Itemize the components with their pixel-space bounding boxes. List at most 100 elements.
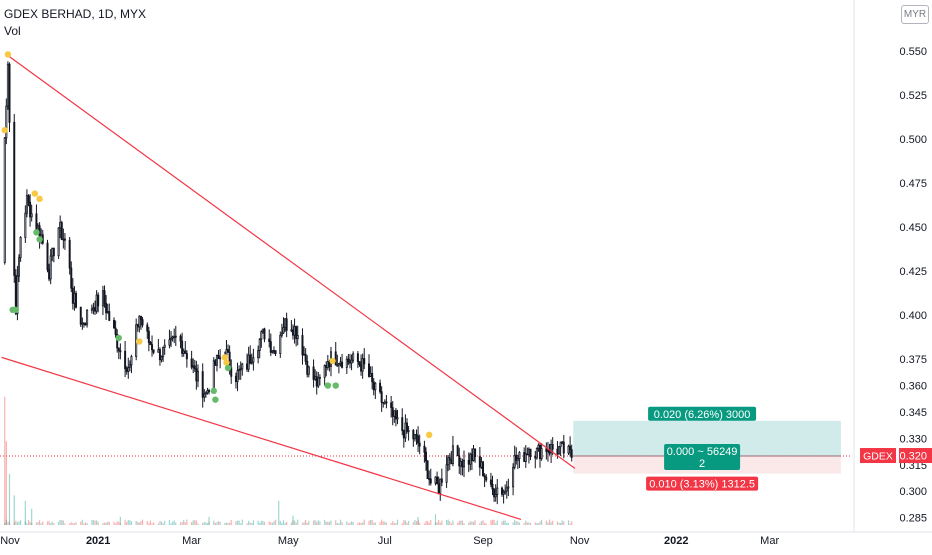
candle-body	[391, 407, 394, 417]
volume-bar	[471, 521, 473, 525]
volume-bar	[447, 519, 449, 525]
candle-body	[171, 336, 174, 339]
candle-body	[295, 326, 298, 339]
signal-marker-yellow	[221, 354, 229, 361]
candle-body	[494, 494, 497, 498]
volume-bar	[249, 522, 251, 525]
candle-body	[236, 370, 239, 382]
candle-body	[48, 269, 51, 280]
candle-body	[404, 422, 407, 439]
signal-marker-yellow	[329, 357, 336, 365]
target-label-box	[648, 406, 757, 421]
volume-bar	[81, 519, 83, 525]
volume-bar	[8, 521, 11, 525]
volume-bar	[328, 521, 330, 525]
candle-body	[339, 361, 342, 364]
candle-body	[537, 444, 540, 449]
candle-body	[16, 275, 19, 315]
volume-bar	[363, 519, 365, 525]
volume-bar	[552, 520, 554, 525]
volume-bar	[192, 520, 194, 525]
candle-body	[147, 330, 150, 343]
x-tick-label: Jul	[378, 535, 392, 547]
volume-bar	[203, 521, 205, 525]
volume-bar	[395, 523, 397, 525]
volume-bar	[352, 522, 354, 525]
volume-bar	[197, 523, 199, 525]
candle-body	[301, 335, 304, 356]
volume-bar	[339, 519, 342, 525]
candle-body	[437, 483, 440, 495]
candle-body	[312, 366, 315, 380]
candle-body	[19, 237, 22, 259]
volume-bar	[263, 521, 266, 525]
signal-marker-yellow	[4, 51, 12, 58]
candle-body	[402, 430, 405, 439]
candle-body	[105, 302, 108, 314]
volume-bar	[141, 519, 144, 525]
volume-bar	[48, 521, 50, 525]
signal-marker-green	[33, 229, 40, 236]
candle-body	[415, 434, 418, 437]
volume-bar	[208, 516, 210, 525]
volume-bar	[567, 520, 570, 525]
volume-bar	[292, 515, 294, 525]
candle-body	[258, 338, 261, 351]
candle-body	[103, 290, 106, 304]
candle-body	[507, 486, 510, 489]
candle-body	[35, 213, 38, 231]
volume-bar	[35, 522, 38, 525]
target-label: 0.020 (6.26%) 3000	[654, 409, 751, 421]
volume-bar	[312, 520, 315, 525]
volume-bar	[483, 522, 486, 525]
x-tick-label: Sep	[473, 535, 493, 547]
volume-bar	[485, 523, 487, 525]
candle-body	[271, 350, 274, 353]
volume-bar	[46, 521, 49, 525]
upper-trendline	[5, 53, 576, 469]
stop-label-box	[646, 476, 759, 491]
volume-bar	[50, 523, 52, 525]
candle-body	[360, 364, 363, 372]
volume-bar	[108, 521, 110, 525]
volume-bar	[42, 521, 44, 525]
candle-body	[418, 442, 421, 447]
lower-trendline	[1, 356, 522, 521]
volume-bar	[29, 521, 31, 525]
volume-bar	[194, 520, 196, 525]
volume-bar	[335, 520, 337, 525]
volume-bar	[148, 523, 150, 525]
candle-body	[570, 449, 573, 458]
volume-bar	[316, 521, 318, 525]
candle-body	[185, 353, 188, 360]
currency-badge[interactable]: MYR	[901, 5, 929, 24]
volume-bar	[423, 523, 426, 525]
candle-body	[561, 441, 564, 444]
volume-bar	[224, 522, 226, 525]
candle-body	[467, 459, 470, 465]
volume-bar	[305, 520, 307, 525]
candle-body	[426, 460, 429, 479]
volume-bar	[75, 522, 77, 525]
candle-body	[75, 292, 78, 308]
candle-body	[49, 255, 52, 280]
candle-body	[306, 360, 309, 375]
volume-bar	[439, 522, 441, 525]
volume-bar	[458, 520, 460, 525]
volume-bar	[539, 521, 541, 525]
volume-bar	[40, 523, 42, 525]
candle-body	[383, 401, 386, 404]
candle-body	[451, 445, 454, 465]
candle-body	[417, 435, 420, 444]
candle-body	[284, 318, 287, 328]
candle-body	[482, 461, 485, 477]
candle-body	[463, 459, 466, 468]
volume-bar	[13, 522, 15, 525]
volume-bar	[392, 521, 394, 525]
candle-body	[268, 338, 271, 343]
volume-bar	[257, 520, 259, 525]
candle-body	[548, 450, 551, 454]
volume-bar	[495, 523, 497, 525]
